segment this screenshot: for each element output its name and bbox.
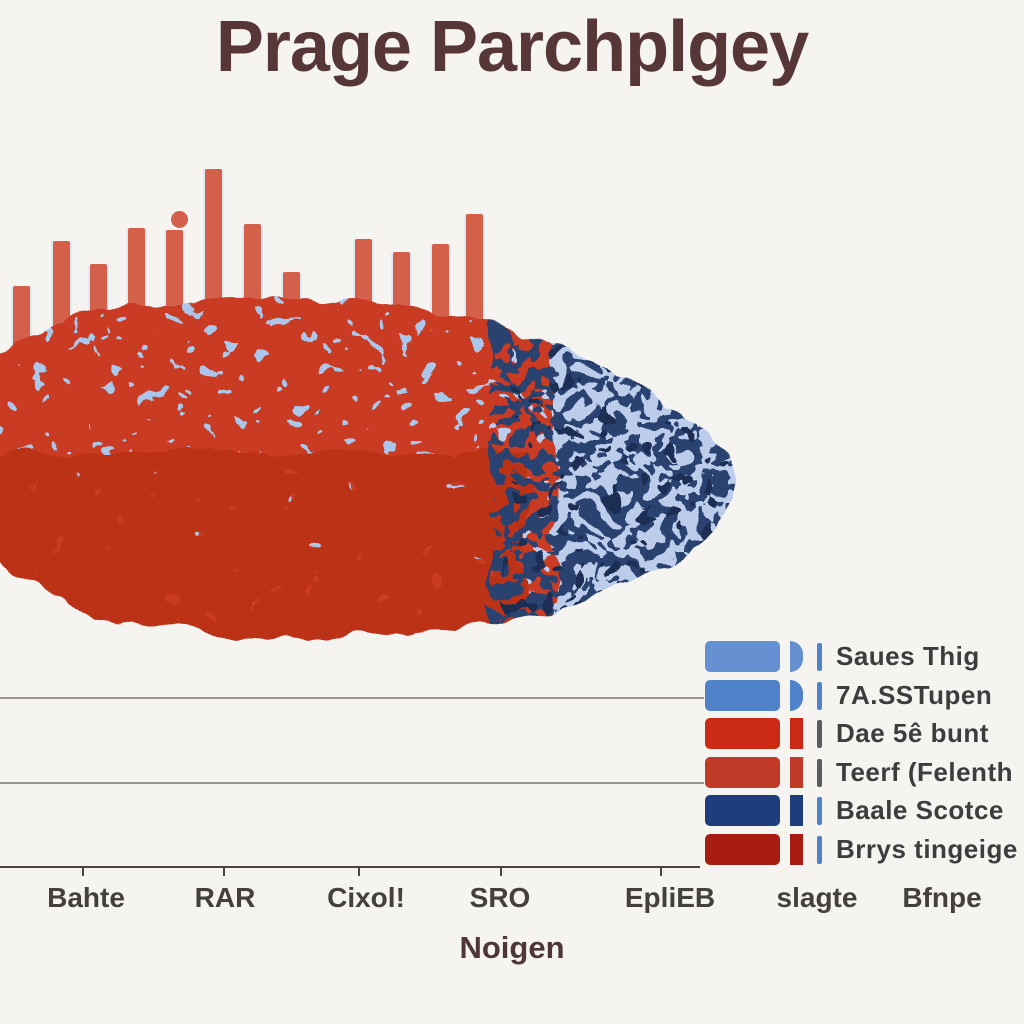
- x-axis-tick: [358, 868, 360, 876]
- legend-tick-mark: [817, 720, 822, 748]
- legend-tick-mark: [817, 835, 822, 864]
- legend-tick-mark: [817, 681, 822, 710]
- legend-mini-swatch: [790, 679, 803, 711]
- x-tick-label: RAR: [194, 882, 256, 913]
- x-tick-label: Bahte: [47, 882, 125, 913]
- x-tick-label: Cixol!: [327, 882, 405, 913]
- legend: Saues Thig 7A.SSTupen Dae 5ê bunt Teerf (Fe…: [705, 641, 1018, 873]
- x-tick-label: Bfnpe: [902, 882, 982, 913]
- x-axis-line: [0, 866, 700, 868]
- legend-item: Saues Thig: [705, 641, 1015, 680]
- legend-mini-swatch: [790, 833, 803, 865]
- gridline: [0, 697, 704, 699]
- legend-label: Baale Scotce: [836, 795, 1004, 825]
- legend-item: Baale Scotce: [705, 795, 1015, 834]
- chart-title: Prage Parchplgey: [215, 7, 809, 87]
- x-axis-title: Noigen: [459, 930, 565, 965]
- x-tick-label: SRO: [469, 882, 531, 913]
- legend-tick-mark: [817, 758, 822, 787]
- x-tick-label: slagte: [776, 882, 858, 913]
- legend-item: Dae 5ê bunt: [705, 718, 1015, 757]
- gridline: [0, 782, 704, 784]
- legend-swatch: [705, 641, 780, 672]
- legend-item: Teerf (Felenth: [705, 756, 1015, 796]
- legend-label: Dae 5ê bunt: [836, 718, 989, 748]
- legend-label: Saues Thig: [836, 641, 980, 671]
- legend-swatch: [705, 795, 780, 826]
- x-tick-label: EpliEB: [624, 882, 716, 913]
- legend-swatch: [705, 679, 780, 711]
- legend-label: Teerf (Felenth: [836, 756, 1013, 787]
- legend-mini-swatch: [790, 756, 803, 788]
- legend-mini-swatch: [790, 795, 803, 826]
- crowd-texture-blob: [0, 299, 737, 636]
- legend-tick-mark: [817, 797, 822, 825]
- x-axis-tick: [500, 868, 502, 876]
- legend-label: Brrys tingeige: [836, 833, 1018, 864]
- legend-label: 7A.SSTupen: [836, 679, 993, 710]
- legend-swatch: [705, 756, 780, 788]
- x-axis-tick: [82, 868, 84, 876]
- bar-dot: [171, 211, 188, 228]
- legend-mini-swatch: [790, 641, 803, 672]
- x-axis-tick: [223, 868, 225, 876]
- legend-swatch: [705, 718, 780, 749]
- legend-item: 7A.SSTupen: [705, 679, 1015, 719]
- legend-mini-swatch: [790, 718, 803, 749]
- legend-swatch: [705, 833, 780, 865]
- legend-tick-mark: [817, 643, 822, 671]
- legend-item: Brrys tingeige: [705, 833, 1018, 873]
- x-axis-tick: [660, 868, 662, 876]
